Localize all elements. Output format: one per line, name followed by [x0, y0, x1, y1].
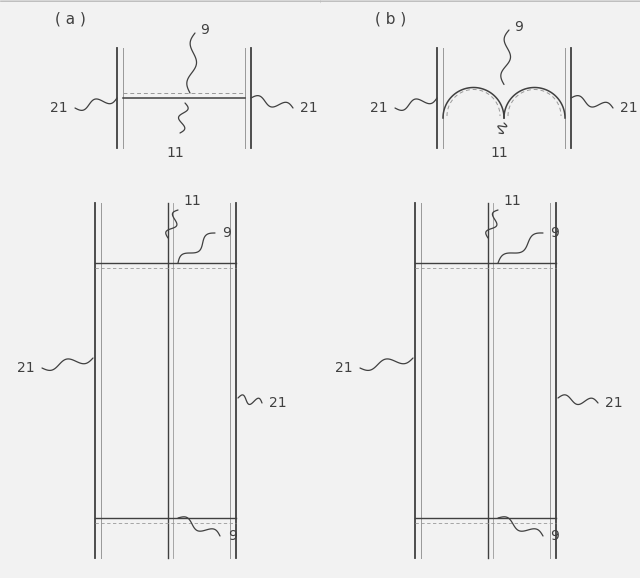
Text: 9: 9	[200, 23, 209, 37]
Text: 9: 9	[222, 226, 231, 240]
Text: 9: 9	[514, 20, 523, 34]
Text: 9: 9	[228, 529, 237, 543]
Text: 11: 11	[183, 194, 201, 208]
Text: 11: 11	[490, 146, 508, 160]
Text: 21: 21	[17, 361, 35, 375]
Text: 9: 9	[550, 226, 559, 240]
Text: ( a ): ( a )	[55, 11, 86, 26]
Text: 11: 11	[166, 146, 184, 160]
Text: 21: 21	[620, 101, 637, 115]
Text: 21: 21	[300, 101, 317, 115]
Text: 21: 21	[269, 396, 287, 410]
Text: 21: 21	[605, 396, 623, 410]
Text: 21: 21	[51, 101, 68, 115]
Text: 21: 21	[335, 361, 353, 375]
Text: 9: 9	[550, 529, 559, 543]
Text: 11: 11	[503, 194, 521, 208]
Text: ( b ): ( b )	[375, 11, 406, 26]
Text: 21: 21	[371, 101, 388, 115]
